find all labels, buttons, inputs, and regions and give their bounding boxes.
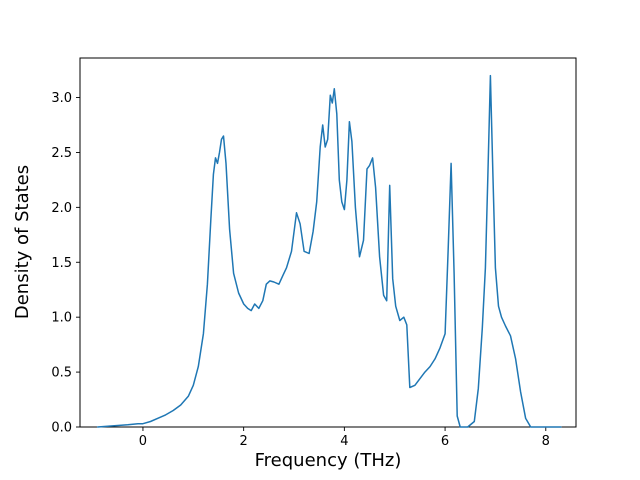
y-tick-label: 1.0 — [51, 311, 72, 326]
y-tick-label: 1.5 — [51, 256, 72, 271]
y-tick-label: 2.5 — [51, 146, 72, 161]
y-tick-label: 2.0 — [51, 201, 72, 216]
y-tick-label: 3.0 — [51, 91, 72, 106]
x-tick-label: 0 — [139, 434, 147, 449]
x-tick-label: 4 — [340, 434, 348, 449]
x-tick-label: 8 — [542, 434, 550, 449]
plot-frame — [79, 57, 577, 428]
y-tick-label: 0.5 — [51, 366, 72, 381]
y-axis-label: Density of States — [12, 165, 33, 319]
dos-curve — [96, 74, 562, 428]
x-tick-label: 2 — [240, 434, 248, 449]
y-tick-label: 0.0 — [51, 421, 72, 436]
ticks-layer: 0 2 4 6 8 0.0 0.5 1.0 1.5 2.0 2.5 3.0 — [51, 91, 550, 449]
series-layer — [96, 74, 562, 428]
x-axis-label: Frequency (THz) — [255, 450, 402, 471]
x-tick-label: 6 — [441, 434, 449, 449]
